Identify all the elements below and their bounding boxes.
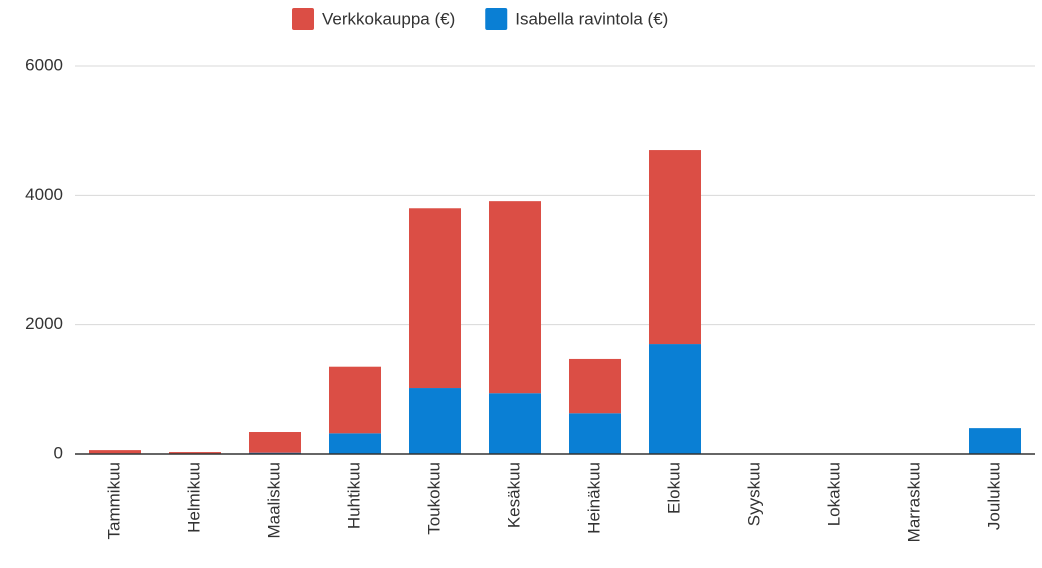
x-tick-label: Syyskuu [744,462,763,526]
x-tick-label: Kesäkuu [504,462,523,528]
bar-segment [649,344,701,454]
legend-swatch [292,8,314,30]
bar-segment [969,428,1021,454]
bar-segment [409,388,461,454]
bar-segment [649,150,701,345]
x-tick-label: Marraskuu [904,462,923,542]
x-tick-label: Helmikuu [184,462,203,533]
bar-segment [89,450,141,454]
legend-swatch [485,8,508,30]
x-tick-label: Joulukuu [984,462,1003,530]
x-tick-label: Elokuu [664,462,683,514]
bar-segment [329,366,381,434]
bar-segment [569,358,621,414]
y-tick-label: 4000 [25,185,63,204]
bar-segment [569,413,621,454]
x-tick-label: Heinäkuu [584,462,603,534]
legend-label: Isabella ravintola (€) [515,9,668,28]
x-tick-label: Tammikuu [104,462,123,539]
legend-label: Verkkokauppa (€) [322,9,455,28]
bar-segment [489,393,541,454]
bar-segment [249,432,301,453]
bar-segment [169,452,221,454]
x-tick-label: Huhtikuu [344,462,363,529]
x-tick-label: Maaliskuu [264,462,283,539]
bar-segment [489,201,541,394]
x-tick-label: Lokakuu [824,462,843,526]
y-tick-label: 6000 [25,55,63,74]
bar-segment [329,433,381,454]
x-tick-label: Toukokuu [424,462,443,535]
y-tick-label: 0 [54,443,63,462]
bar-segment [409,208,461,389]
y-tick-label: 2000 [25,314,63,333]
